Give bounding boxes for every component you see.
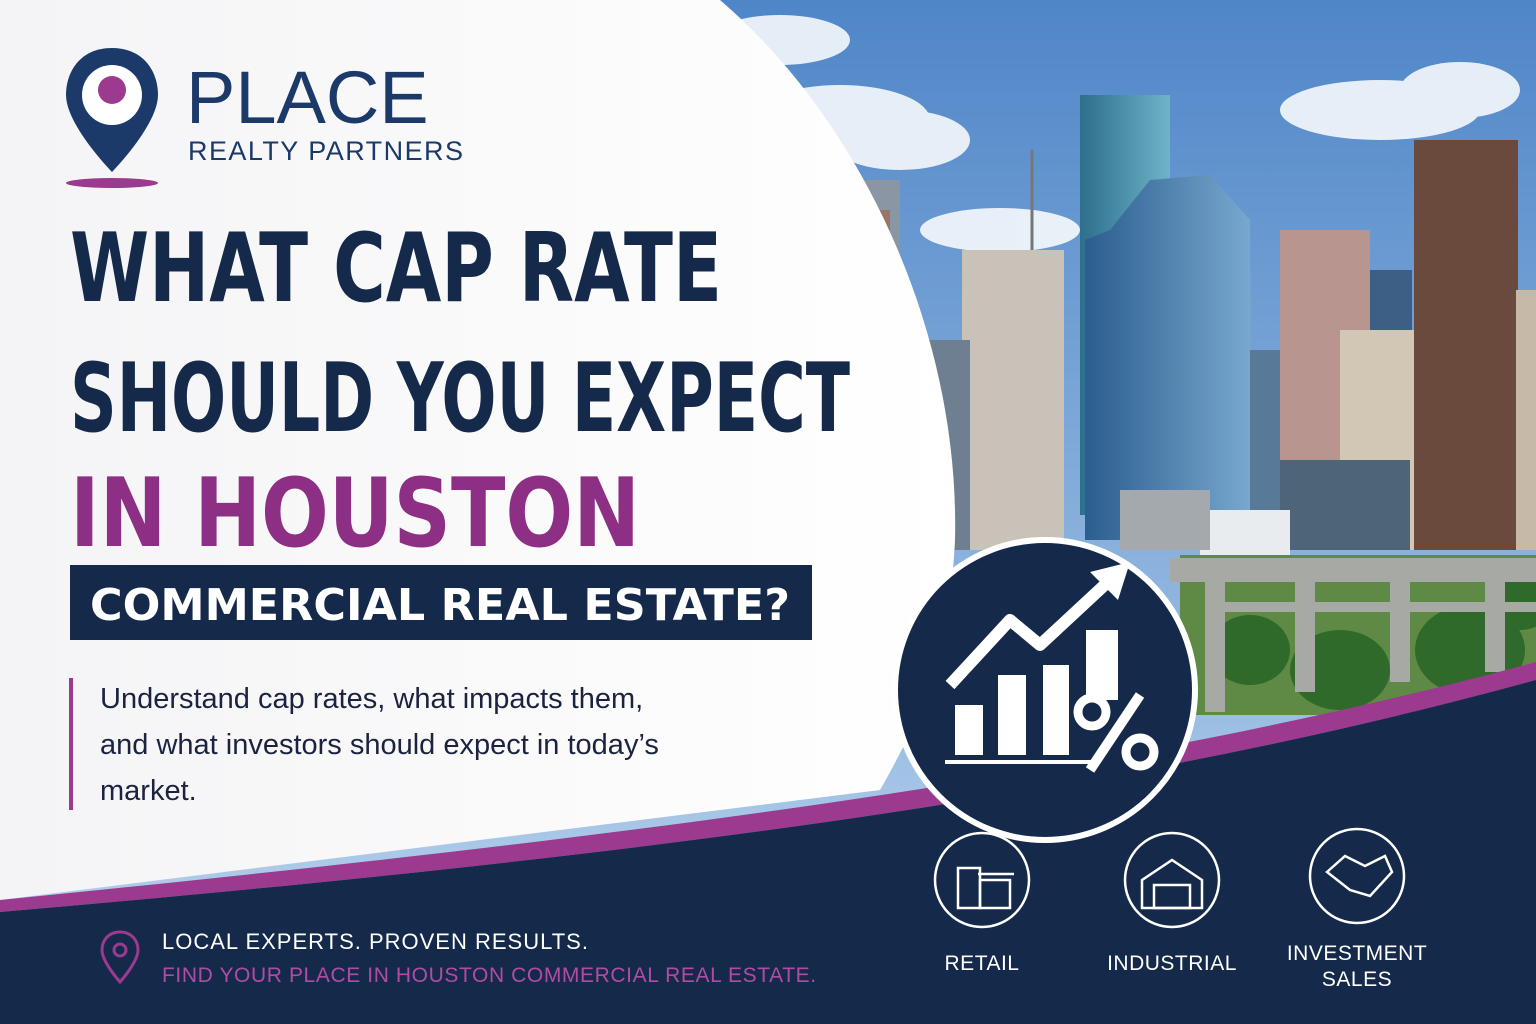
body-text: Understand cap rates, what impacts them,…: [100, 683, 659, 807]
service-label: INVESTMENT SALES: [1286, 942, 1428, 991]
footer-slogan: LOCAL EXPERTS. PROVEN RESULTS.: [162, 929, 589, 954]
logo-name: PLACE: [186, 56, 429, 139]
highway: [1170, 558, 1536, 712]
headline: WHAT CAP RATE: [70, 214, 722, 324]
headline-accent: IN HOUSTON: [70, 459, 640, 569]
banner-text: COMMERCIAL REAL ESTATE?: [90, 580, 790, 631]
headline: SHOULD YOU EXPECT: [70, 344, 850, 454]
quote-bar: [69, 678, 73, 810]
accent-stripe: [0, 662, 1536, 912]
logo-pin: [66, 48, 158, 188]
footer-cta: FIND YOUR PLACE IN HOUSTON COMMERCIAL RE…: [162, 964, 817, 987]
chart-badge: [892, 537, 1198, 843]
white-panel: [0, 0, 956, 900]
banner-box: [70, 565, 812, 640]
footer-band: [0, 680, 1536, 1024]
service-label: INDUSTRIAL: [1107, 952, 1237, 975]
service-icons: [933, 827, 1406, 929]
logo-tagline: REALTY PARTNERS: [188, 136, 463, 166]
footer-pin: [100, 930, 140, 985]
service-label: RETAIL: [944, 952, 1020, 975]
